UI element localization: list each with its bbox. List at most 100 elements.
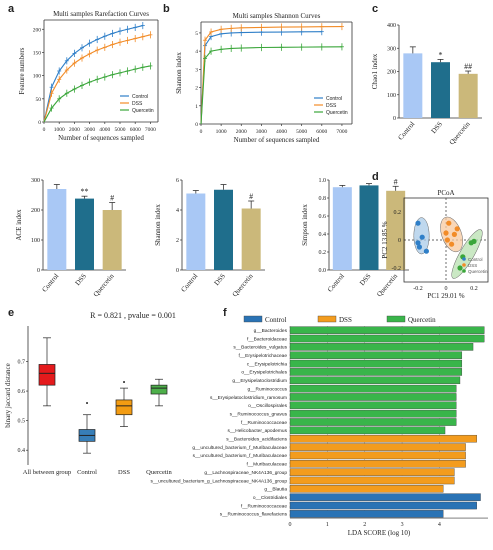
x-tick-label: 4000 <box>99 127 110 133</box>
bar-dss <box>75 198 94 270</box>
panel-letter-d: d <box>372 171 379 183</box>
point-dss <box>444 237 450 243</box>
y-axis-label: Shannon index <box>175 52 183 94</box>
y-tick-label: 0 <box>393 116 396 122</box>
x-tick-label: 5000 <box>115 127 126 133</box>
lda-bar-quercetin <box>289 376 461 385</box>
point-control <box>419 234 425 240</box>
lda-bar-quercetin <box>289 359 463 368</box>
y-tick-label: 2 <box>195 86 198 92</box>
feature-label: s__uncultured_bacterium_g_Lachnospiracea… <box>150 478 287 484</box>
x-tick-label: 3000 <box>256 129 267 135</box>
y-tick-label: 400 <box>387 23 396 29</box>
box-all-between-group <box>38 364 56 386</box>
y-tick-label: 0.6 <box>18 389 26 395</box>
y-tick-label: 3 <box>195 67 198 73</box>
feature-label: f__Bacteroidaceae <box>247 336 287 342</box>
x-tick-label: 3000 <box>84 127 95 133</box>
legend-label-dss: DSS <box>326 103 337 109</box>
series-line-control <box>200 31 322 125</box>
x-tick-label: -0.2 <box>413 286 423 292</box>
y-axis-label: Chao1 index <box>371 53 379 89</box>
panel-letter-e: e <box>8 307 14 319</box>
lda-bar-control <box>289 501 477 510</box>
x-tick-label: 1 <box>326 522 329 528</box>
lda-bar-dss <box>289 476 455 485</box>
bar-dss <box>431 62 450 118</box>
y-tick-label: 0.0 <box>319 268 327 274</box>
lda-bar-quercetin <box>289 426 446 435</box>
x-axis-label: Number of sequences sampled <box>58 134 144 142</box>
panel-letter-a: a <box>8 3 15 15</box>
x-tick-label: Control <box>326 272 346 294</box>
y-tick-label: 1.0 <box>319 178 327 184</box>
panel-letter-b: b <box>163 3 170 15</box>
feature-label: s__uncultured_bacterium_f_Muribaculaceae <box>193 453 288 459</box>
x-tick-label: Quercetin <box>92 272 116 299</box>
lda-bar-dss <box>289 460 466 468</box>
y-tick-label: 100 <box>31 238 40 244</box>
significance-mark: * <box>439 50 443 59</box>
panel-letter-f: f <box>223 307 227 319</box>
lda-bar-quercetin <box>289 343 474 351</box>
x-tick-label: 3 <box>401 522 404 528</box>
bar-quercetin <box>386 190 406 270</box>
y-tick-label: 200 <box>387 70 396 76</box>
legend-label-quercetin: Quercetin <box>468 269 488 274</box>
y-tick-label: 0.6 <box>319 214 327 220</box>
feature-label: g__Ruminococcus <box>248 386 288 392</box>
legend-swatch-quercetin <box>386 315 406 323</box>
lda-bar-quercetin <box>289 351 463 359</box>
bar-quercetin <box>458 73 478 118</box>
x-tick-label: DSS <box>213 272 227 287</box>
legend-label-control: Control <box>326 96 342 102</box>
feature-label: s__Bacteroides_acidifaciens <box>226 437 287 443</box>
y-tick-label: 1 <box>195 104 198 110</box>
y-tick-label: 4 <box>176 208 179 214</box>
bar-control <box>186 193 206 270</box>
chart-title: R = 0.821 , pvalue = 0.001 <box>90 311 176 320</box>
legend-swatch-control <box>462 257 466 261</box>
x-tick-label: All between group <box>23 469 71 476</box>
legend-label-quercetin: Quercetin <box>408 316 436 324</box>
y-axis-label: binary jaccard distance <box>4 363 12 428</box>
y-tick-label: 2 <box>176 238 179 244</box>
x-tick-label: Quercetin <box>375 272 399 299</box>
feature-label: o__Erysipelotrichales <box>241 370 287 376</box>
x-tick-label: DSS <box>430 120 444 135</box>
x-tick-label: 0 <box>445 286 448 292</box>
feature-label: c__Erysipelotrichia <box>247 361 288 367</box>
y-tick-label: 0 <box>38 120 41 126</box>
lda-bar-dss <box>289 485 444 493</box>
x-tick-label: 6000 <box>130 127 141 133</box>
confidence-ellipse-dss <box>440 216 463 253</box>
y-tick-label: 0 <box>398 238 401 244</box>
y-axis-label: ACE index <box>15 209 23 241</box>
y-tick-label: 0.5 <box>18 419 26 425</box>
feature-label: g__Lachnospiraceae_NK4A136_group <box>204 470 287 476</box>
lda-bar-quercetin <box>289 368 463 376</box>
feature-label: f__Ruminococcaceae <box>241 503 287 509</box>
lda-bar-quercetin <box>289 384 457 393</box>
feature-label: s__Ruminococcus_gnavus <box>230 411 288 417</box>
lda-bar-quercetin <box>289 393 457 401</box>
x-tick-label: Control <box>77 469 97 476</box>
x-tick-label: 2000 <box>236 129 247 135</box>
chart-title: Multi samples Rarefaction Curves <box>53 10 149 18</box>
bar-dss <box>214 189 233 270</box>
x-axis-label: Number of sequences sampled <box>234 136 320 144</box>
y-tick-label: 150 <box>33 50 42 56</box>
legend-label-control: Control <box>468 257 483 262</box>
significance-mark: ## <box>464 62 472 71</box>
y-tick-label: 0.8 <box>319 196 327 202</box>
x-tick-label: Quercetin <box>231 272 255 299</box>
significance-mark: # <box>249 192 253 201</box>
feature-label: s__Bacteroides_vulgatus <box>233 345 287 351</box>
bar-quercetin <box>241 208 261 270</box>
y-tick-label: 100 <box>387 93 396 99</box>
significance-mark: # <box>394 177 398 186</box>
x-tick-label: Control <box>396 120 416 142</box>
feature-label: g__Bacteroides <box>254 328 288 334</box>
y-tick-label: 0.7 <box>18 359 26 365</box>
y-tick-label: 5 <box>195 31 198 37</box>
